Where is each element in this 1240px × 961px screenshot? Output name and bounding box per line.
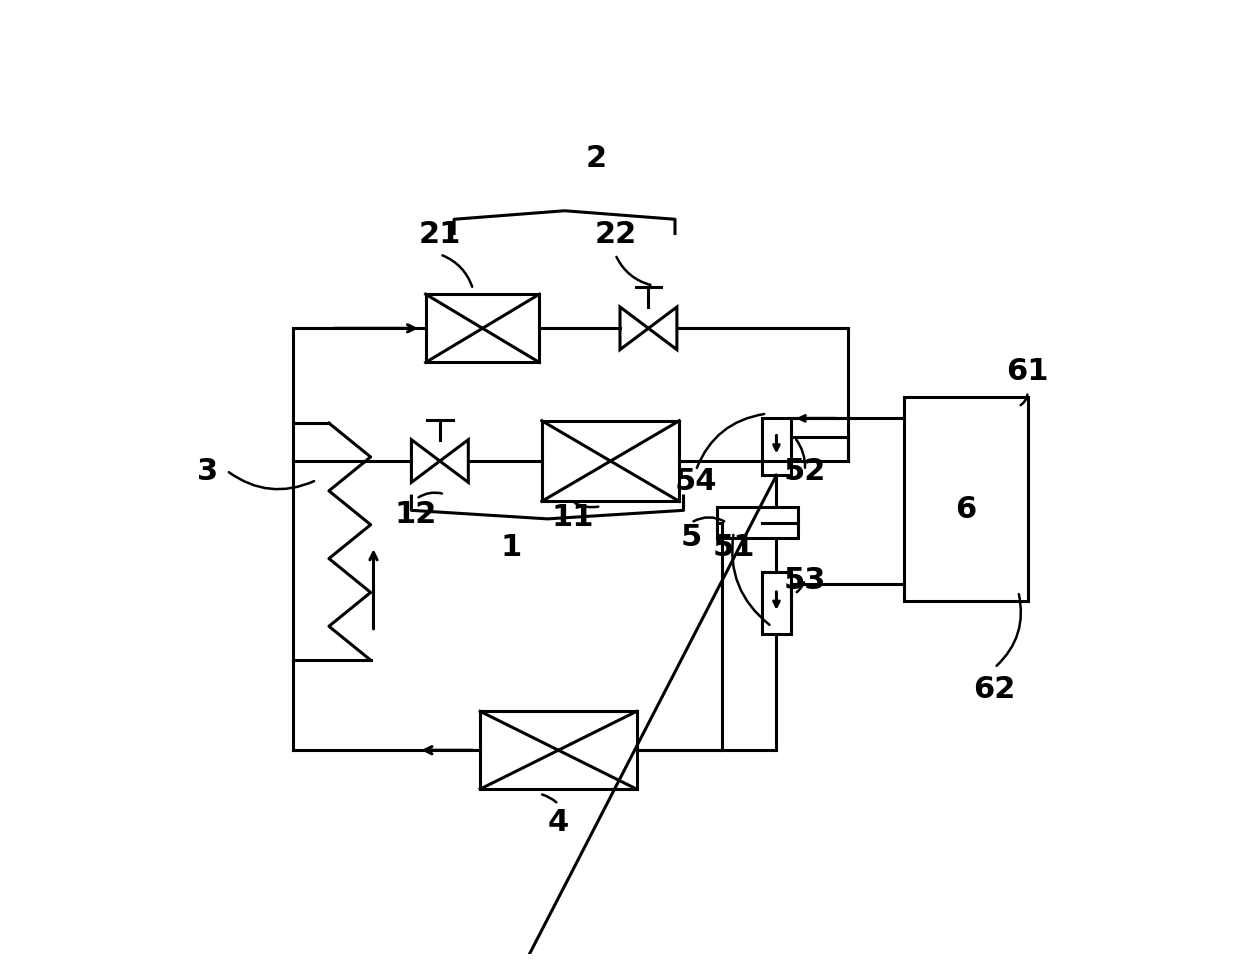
Text: 53: 53 <box>784 565 826 595</box>
Bar <box>542 421 680 502</box>
Text: 62: 62 <box>973 675 1016 703</box>
Text: 4: 4 <box>548 807 569 836</box>
Text: 3: 3 <box>197 456 218 485</box>
Text: 54: 54 <box>675 466 717 495</box>
Text: 21: 21 <box>419 220 461 249</box>
Text: 11: 11 <box>552 502 594 531</box>
Bar <box>480 711 636 789</box>
Bar <box>425 295 539 363</box>
Text: 51: 51 <box>713 532 755 561</box>
Bar <box>763 573 791 634</box>
Bar <box>717 508 797 538</box>
Text: 61: 61 <box>1007 357 1049 386</box>
Text: 6: 6 <box>956 494 977 524</box>
Bar <box>763 419 791 476</box>
Text: 2: 2 <box>585 144 606 173</box>
Text: 1: 1 <box>501 532 522 561</box>
Bar <box>904 398 1028 602</box>
Text: 5: 5 <box>681 523 702 552</box>
Text: 12: 12 <box>396 499 438 529</box>
Text: 52: 52 <box>784 456 826 485</box>
Text: 22: 22 <box>594 220 636 249</box>
